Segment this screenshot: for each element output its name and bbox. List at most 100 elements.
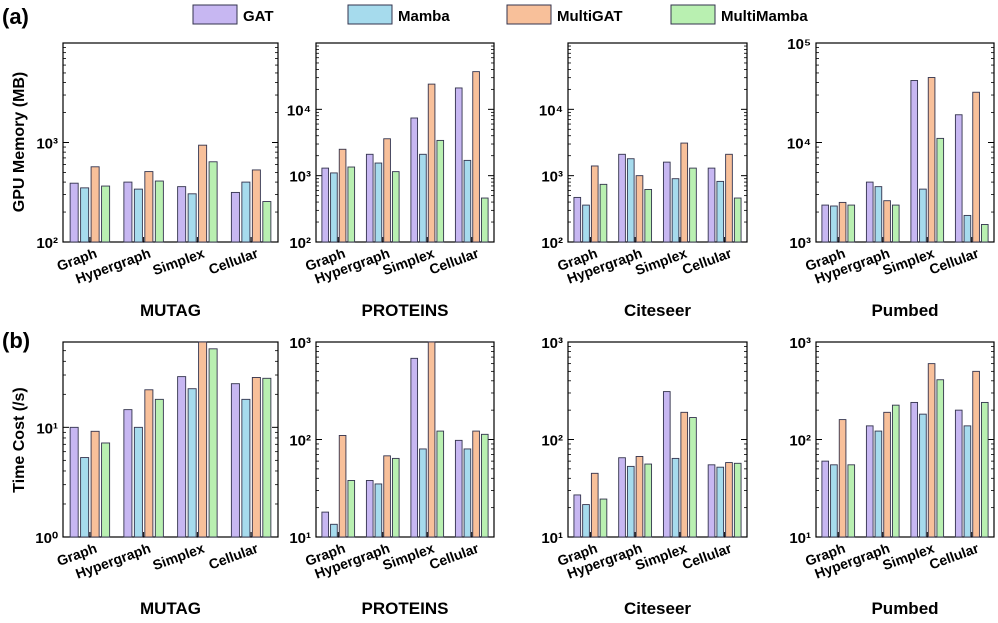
bar-multigat-hypergraph (635, 175, 644, 243)
bar-multigat-cellular (972, 370, 980, 538)
bar-multimamba-graph (101, 185, 111, 243)
bar-gat-graph (573, 196, 582, 243)
panel-label-b: (b) (2, 328, 30, 353)
bar-multigat-simplex (198, 144, 208, 243)
legend-swatch-gat (192, 4, 238, 25)
bar-gat-cellular (454, 87, 463, 243)
y-tick-label: 10³ (36, 136, 58, 153)
bar-gat-graph (69, 182, 79, 243)
bar-gat-hypergraph (123, 181, 133, 243)
bar-mamba-simplex (419, 448, 427, 538)
bar-gat-cellular (454, 439, 463, 538)
bar-mamba-hypergraph (133, 188, 143, 243)
bar-mamba-hypergraph (626, 465, 635, 538)
bar-multigat-cellular (972, 91, 980, 243)
x-tick-label-cellular: Cellular (680, 245, 734, 278)
y-axis-label-time-cost: Time Cost (/s) (11, 387, 28, 493)
chart-pumbed-memory: 10³10⁴10⁵GraphHypergraphSimplexCellularP… (787, 36, 995, 320)
bar-gat-hypergraph (365, 480, 374, 538)
legend: GAT Mamba MultiGAT MultiMamba (192, 4, 808, 25)
bar-mamba-cellular (241, 181, 251, 243)
bar-mamba-cellular (963, 425, 972, 538)
dataset-title-pumbed: Pumbed (871, 599, 938, 618)
y-tick-label: 10² (36, 235, 58, 252)
x-tick-label-cellular: Cellular (427, 540, 481, 573)
dataset-title-pumbed: Pumbed (871, 301, 938, 320)
y-tick-label: 10² (541, 433, 563, 450)
bar-mamba-cellular (716, 180, 725, 243)
bar-mamba-simplex (419, 153, 427, 243)
bar-multimamba-simplex (689, 167, 697, 243)
bar-multigat-simplex (927, 363, 936, 538)
y-tick-label: 10² (289, 235, 311, 252)
y-tick-label: 10¹ (789, 530, 811, 547)
bar-multimamba-hypergraph (154, 398, 164, 538)
bar-gat-graph (821, 460, 830, 538)
bar-multimamba-hypergraph (154, 180, 164, 243)
bar-gat-cellular (707, 464, 716, 538)
bar-gat-graph (321, 511, 330, 538)
bar-multigat-hypergraph (383, 138, 391, 243)
y-tick-label: 10⁴ (539, 102, 563, 119)
bar-multigat-hypergraph (883, 200, 891, 243)
bar-multigat-hypergraph (144, 389, 154, 538)
x-tick-label-cellular: Cellular (206, 245, 260, 278)
bar-multigat-cellular (251, 377, 261, 538)
bar-multimamba-graph (101, 442, 111, 538)
bar-multimamba-cellular (480, 197, 489, 243)
y-tick-label: 10¹ (541, 530, 563, 547)
y-tick-label: 10¹ (289, 530, 311, 547)
bar-multimamba-simplex (936, 137, 945, 243)
bar-multigat-simplex (680, 411, 689, 538)
bar-mamba-graph (80, 457, 90, 538)
y-tick-label: 10⁴ (787, 136, 811, 153)
bar-multigat-cellular (472, 71, 480, 243)
bar-mamba-graph (830, 205, 838, 243)
bar-multigat-graph (838, 201, 847, 243)
bar-multimamba-cellular (262, 377, 272, 538)
bar-gat-simplex (410, 357, 419, 538)
bar-multigat-cellular (472, 430, 480, 538)
bar-mamba-cellular (716, 466, 725, 538)
x-tick-label-cellular: Cellular (927, 540, 981, 573)
bar-multigat-graph (338, 435, 347, 538)
bar-mamba-graph (582, 504, 590, 538)
bar-multimamba-graph (347, 166, 356, 243)
y-tick-label: 10³ (289, 335, 311, 352)
bar-multimamba-simplex (436, 139, 445, 243)
bar-multimamba-graph (599, 183, 608, 243)
bar-mamba-simplex (671, 457, 680, 538)
legend-label-gat: GAT (243, 8, 274, 25)
chart-citeseer-memory: 10²10³10⁴GraphHypergraphSimplexCellularC… (539, 42, 748, 320)
bar-multimamba-cellular (980, 401, 989, 538)
bar-multimamba-cellular (733, 197, 742, 243)
bar-multigat-cellular (725, 462, 733, 538)
y-tick-label: 10³ (789, 235, 811, 252)
bar-mamba-hypergraph (874, 186, 883, 243)
chart-citeseer-time: 10¹10²10³GraphHypergraphSimplexCellularC… (541, 335, 748, 618)
y-tick-label: 10³ (289, 169, 311, 186)
bar-multimamba-graph (599, 498, 608, 538)
bar-gat-cellular (707, 167, 716, 243)
dataset-title-proteins: PROTEINS (362, 301, 449, 320)
bar-multigat-cellular (251, 169, 261, 243)
y-tick-label: 10⁴ (287, 102, 311, 119)
bar-multigat-simplex (427, 83, 436, 243)
bar-mamba-graph (80, 187, 90, 243)
plot-frame (315, 42, 495, 243)
bar-mamba-graph (330, 172, 338, 243)
chart-proteins-memory: 10²10³10⁴GraphHypergraphSimplexCellularP… (287, 42, 495, 320)
bar-mamba-graph (330, 523, 338, 538)
bar-multimamba-hypergraph (644, 188, 653, 243)
bar-gat-simplex (910, 401, 919, 538)
x-tick-label-cellular: Cellular (927, 245, 981, 278)
bar-gat-simplex (662, 391, 671, 538)
plot-frame (567, 42, 748, 243)
bar-multimamba-hypergraph (891, 404, 900, 538)
dataset-title-citeseer: Citeseer (624, 301, 691, 320)
bar-mamba-hypergraph (374, 162, 383, 243)
legend-swatch-mamba (347, 4, 393, 25)
